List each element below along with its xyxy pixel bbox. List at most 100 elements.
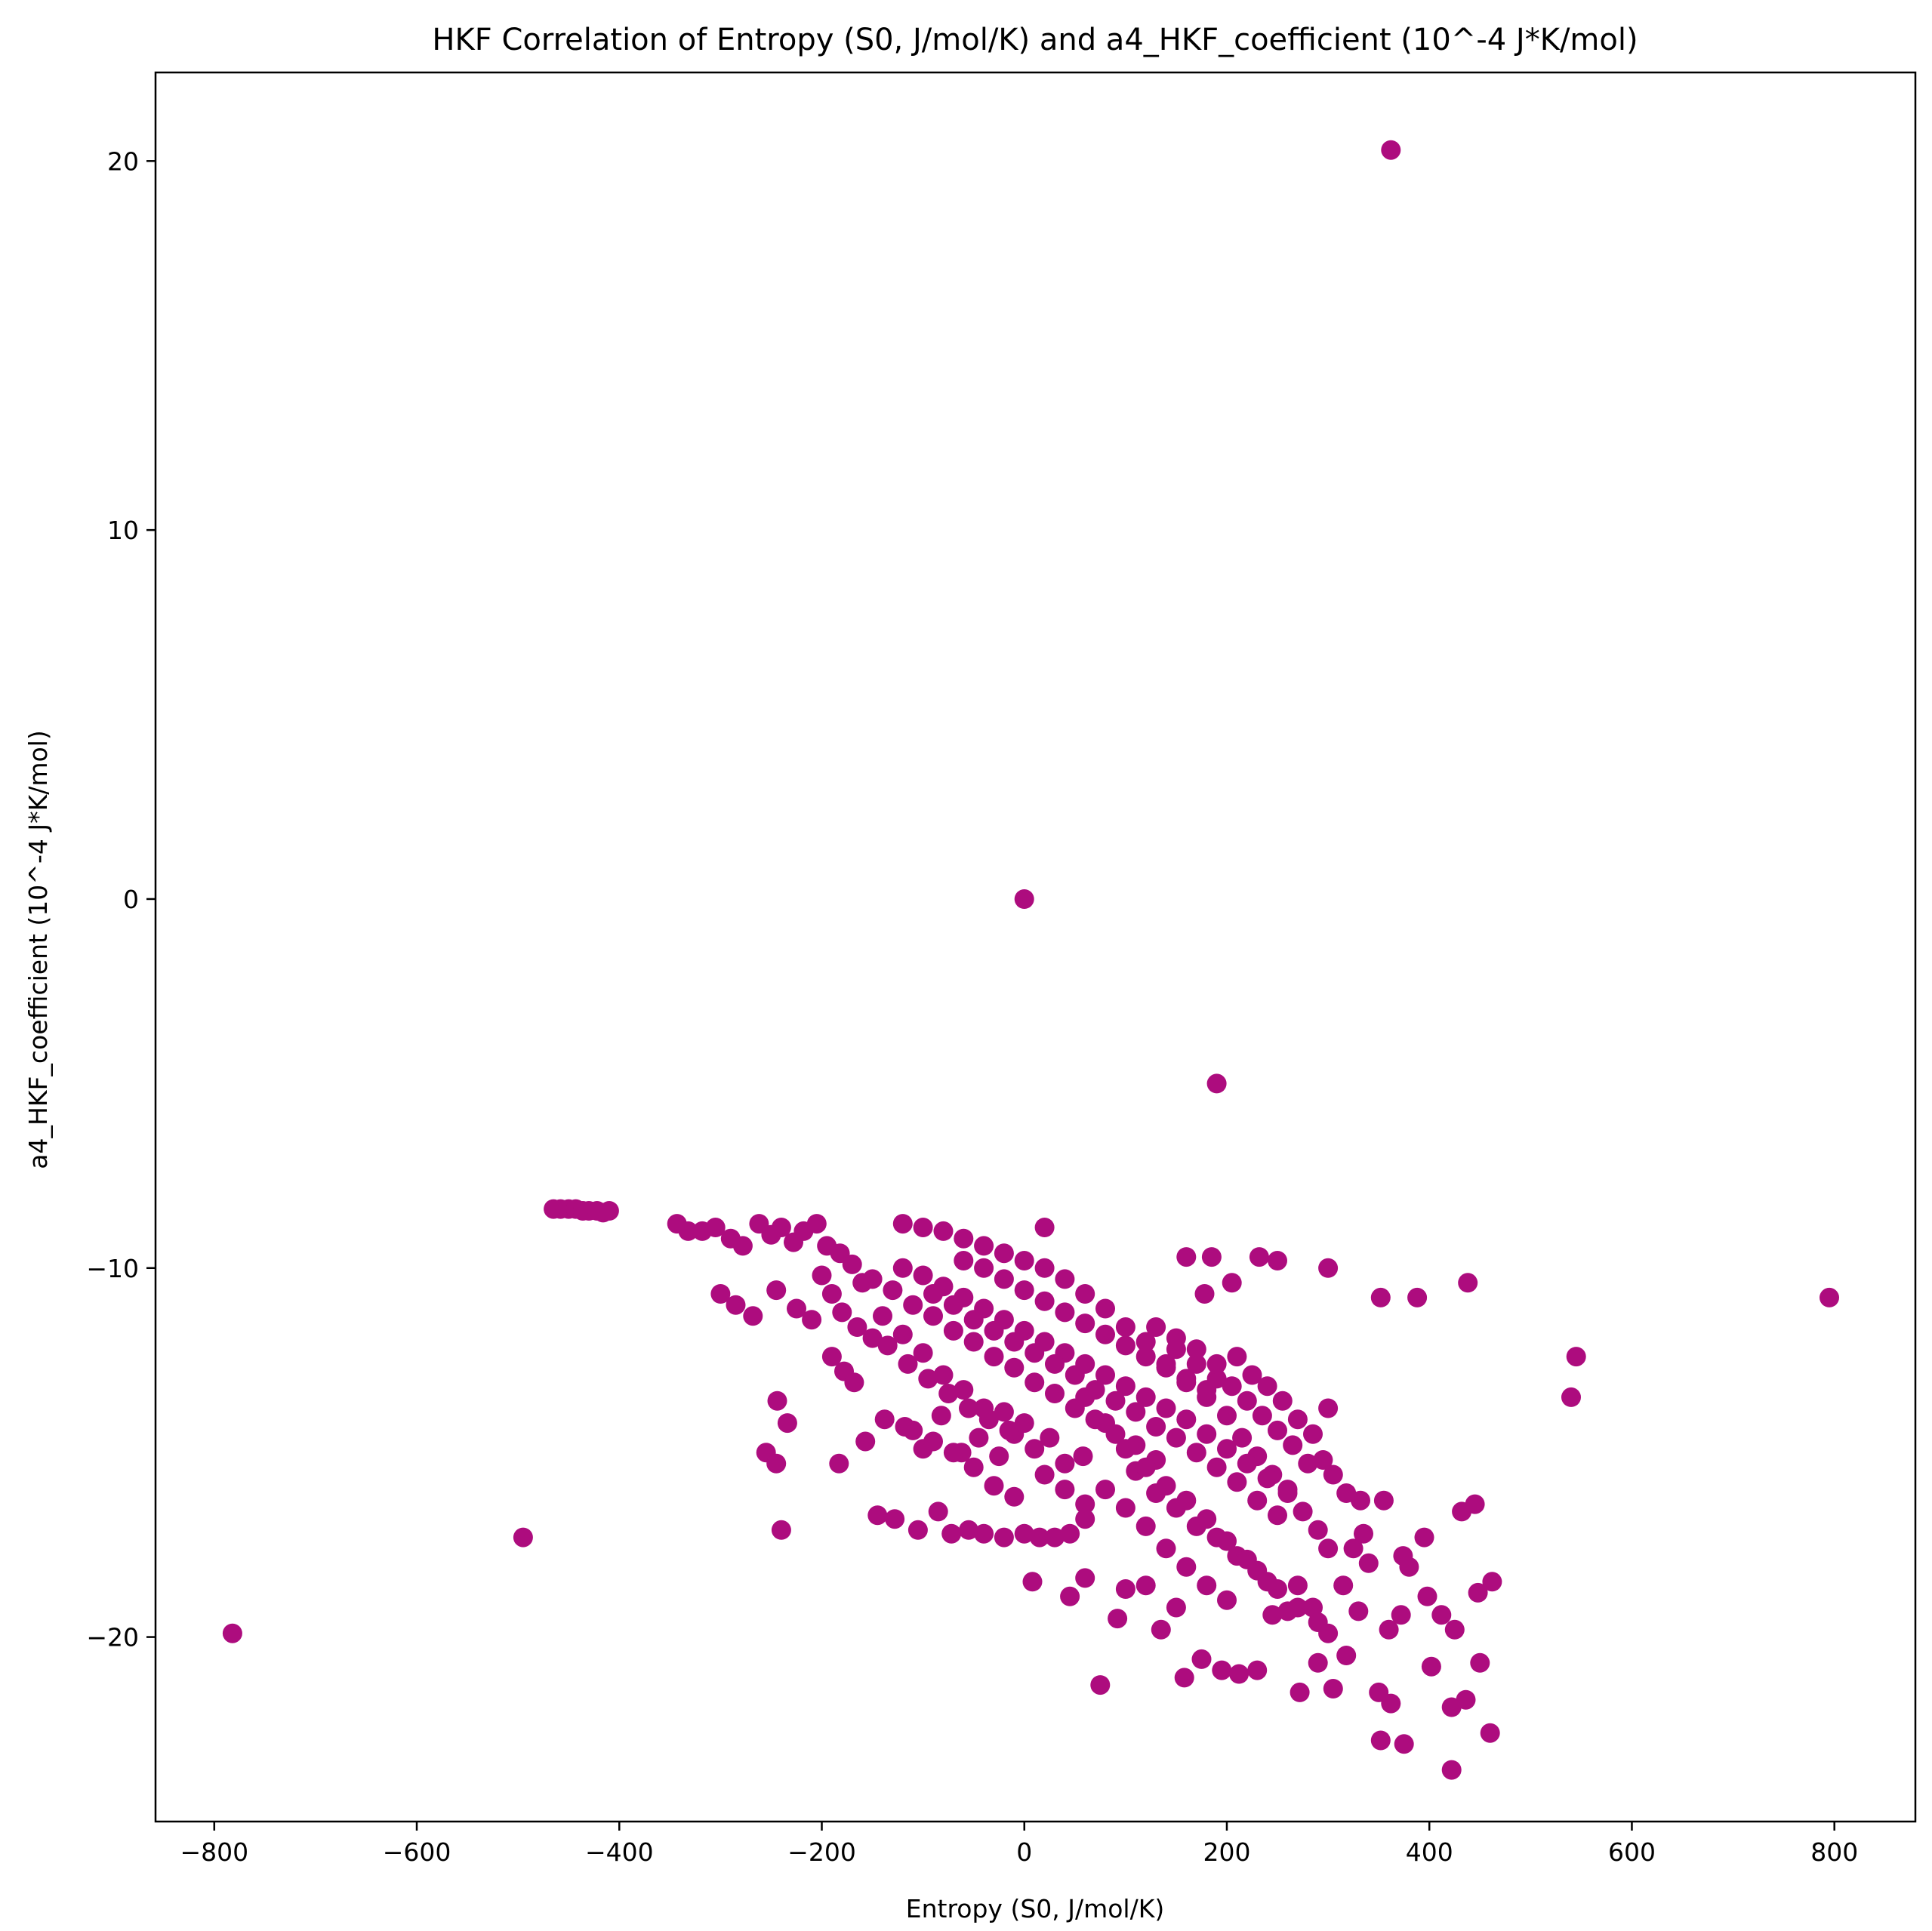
data-point	[1257, 1376, 1277, 1397]
data-point	[1421, 1656, 1441, 1677]
x-tick-label: 600	[1608, 1837, 1656, 1867]
data-point	[1135, 1516, 1156, 1536]
data-point	[1343, 1538, 1363, 1559]
data-point	[1090, 1675, 1111, 1695]
data-point	[1040, 1427, 1060, 1448]
data-point	[1431, 1605, 1452, 1625]
data-point	[1247, 1490, 1268, 1511]
data-point	[1045, 1354, 1065, 1374]
data-point	[974, 1236, 994, 1256]
data-point	[1414, 1527, 1434, 1548]
data-point	[787, 1298, 806, 1319]
data-point	[938, 1384, 959, 1403]
data-point	[1217, 1406, 1237, 1426]
data-point	[1025, 1372, 1045, 1393]
data-point	[943, 1295, 963, 1315]
data-point	[907, 1520, 928, 1540]
data-point	[1115, 1317, 1135, 1337]
chart-title: HKF Correlation of Entropy (S0, J/mol/K)…	[432, 23, 1638, 57]
data-point	[1151, 1619, 1171, 1640]
data-point	[1095, 1298, 1115, 1319]
data-point	[913, 1343, 933, 1363]
data-point	[1176, 1557, 1197, 1577]
data-point	[1468, 1582, 1488, 1603]
data-point	[1156, 1538, 1176, 1559]
data-point	[1217, 1531, 1237, 1551]
data-point	[1166, 1597, 1186, 1618]
data-point	[923, 1431, 943, 1452]
data-point	[705, 1218, 726, 1237]
data-point	[963, 1332, 984, 1352]
x-tick-label: −800	[180, 1837, 248, 1867]
data-point	[989, 1446, 1009, 1467]
data-point	[1394, 1734, 1414, 1754]
data-point	[1336, 1646, 1357, 1665]
data-point	[1465, 1494, 1485, 1514]
data-point	[1318, 1398, 1339, 1418]
data-point	[1308, 1612, 1328, 1632]
data-point	[1194, 1284, 1215, 1304]
data-point	[1393, 1546, 1413, 1566]
data-point	[994, 1402, 1014, 1422]
data-point	[1290, 1682, 1310, 1702]
data-point	[969, 1427, 989, 1448]
data-point	[1014, 1413, 1034, 1434]
data-point	[1126, 1402, 1146, 1422]
data-point	[874, 1409, 895, 1430]
data-point	[821, 1284, 842, 1304]
data-point	[1237, 1549, 1257, 1569]
data-point	[1206, 1354, 1227, 1374]
data-point	[1293, 1501, 1313, 1522]
data-point	[1095, 1365, 1115, 1385]
data-point	[984, 1476, 1004, 1496]
data-point	[1115, 1579, 1135, 1599]
x-tick-label: −400	[585, 1837, 654, 1867]
data-point	[1115, 1376, 1135, 1397]
data-point	[994, 1527, 1014, 1548]
data-point	[1034, 1258, 1055, 1278]
data-point	[1373, 1490, 1394, 1511]
data-point	[862, 1328, 883, 1348]
data-point	[984, 1320, 1004, 1341]
data-point	[1561, 1387, 1581, 1407]
data-point	[1014, 1280, 1034, 1301]
data-point	[832, 1302, 852, 1323]
data-point	[954, 1228, 974, 1249]
data-point	[954, 1251, 974, 1270]
data-point	[999, 1420, 1019, 1440]
data-point	[918, 1369, 938, 1389]
data-point	[1566, 1347, 1586, 1367]
data-point	[1105, 1391, 1126, 1411]
data-point	[855, 1431, 876, 1452]
data-point	[1045, 1384, 1065, 1403]
data-point	[903, 1295, 923, 1315]
data-point	[1095, 1324, 1115, 1344]
data-point	[1308, 1520, 1328, 1540]
data-point	[898, 1354, 918, 1374]
data-point	[771, 1520, 791, 1540]
data-point	[1480, 1723, 1500, 1743]
data-point	[1176, 1369, 1197, 1389]
data-point	[994, 1243, 1014, 1264]
y-axis: −20 −10 0 10 20	[86, 146, 156, 1652]
data-point	[1351, 1490, 1370, 1511]
data-point	[1004, 1357, 1025, 1378]
data-point	[1115, 1498, 1135, 1518]
data-point	[1222, 1376, 1242, 1397]
data-point	[1227, 1347, 1247, 1367]
data-point	[1348, 1601, 1369, 1621]
x-tick-label: 0	[1016, 1837, 1032, 1867]
data-point	[1242, 1365, 1262, 1385]
data-point	[1055, 1302, 1075, 1323]
data-point	[1212, 1660, 1232, 1680]
data-point	[732, 1236, 753, 1256]
data-point	[1268, 1420, 1287, 1440]
data-point	[1014, 1523, 1034, 1544]
data-point	[771, 1218, 791, 1237]
data-point	[892, 1214, 913, 1234]
data-point	[1156, 1398, 1176, 1418]
data-point	[1060, 1523, 1080, 1544]
data-point	[1206, 1457, 1227, 1477]
data-point	[1257, 1468, 1277, 1489]
